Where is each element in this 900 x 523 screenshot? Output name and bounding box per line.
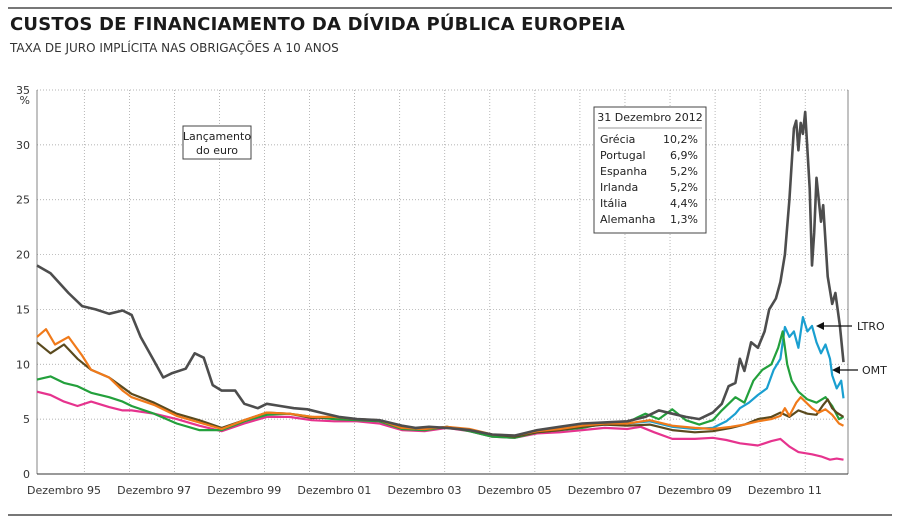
ltro-annotation: LTRO [816,320,885,333]
legend-value: 5,2% [670,165,698,178]
euro-launch-text-line1: Lançamento [183,130,251,143]
legend-title: 31 Dezembro 2012 [597,111,702,124]
chart-subtitle: TAXA DE JURO IMPLÍCITA NAS OBRIGAÇÕES A … [10,41,339,55]
y-tick-label: 30 [16,139,30,152]
legend-label: Alemanha [600,213,656,226]
x-tick-label: Dezembro 01 [297,484,371,497]
y-tick-label: 5 [23,413,30,426]
y-unit-label: % [20,94,30,107]
legend-value: 6,9% [670,149,698,162]
y-tick-label: 15 [16,303,30,316]
legend-value: 10,2% [663,133,698,146]
chart-title: CUSTOS DE FINANCIAMENTO DA DÍVIDA PÚBLIC… [10,14,625,35]
omt-annotation: OMT [832,364,887,377]
x-axis: Dezembro 95 Dezembro 97 Dezembro 99 Dezembr… [27,473,848,497]
series-line-grécia [36,110,845,437]
x-tick-label: Dezembro 03 [387,484,461,497]
x-tick-label: Dezembro 07 [568,484,642,497]
y-tick-label: 20 [16,249,30,262]
x-tick-label: Dezembro 97 [117,484,191,497]
y-tick-label: 10 [16,358,30,371]
legend-label: Irlanda [600,181,638,194]
x-tick-label: Dezembro 09 [658,484,732,497]
y-tick-label: 35 [16,84,30,97]
euro-launch-text-line2: do euro [196,144,238,157]
ltro-arrow-head [816,322,824,330]
plot-area [37,90,848,475]
legend-value: 5,2% [670,181,698,194]
euro-launch-annotation: Lançamento do euro [182,125,252,160]
bottom-rule [8,514,892,516]
x-tick-label: Dezembro 95 [27,484,101,497]
y-axis: 0 5 10 15 20 25 30 35% [16,84,849,481]
legend-label: Portugal [600,149,646,162]
y-tick-label: 25 [16,194,30,207]
euro-launch-box [182,125,252,160]
omt-label: OMT [862,364,887,377]
legend-rows: Grécia 10,2% Portugal 6,9% Espanha 5,2% Irland… [600,133,698,226]
x-tick-label: Dezembro 11 [748,484,822,497]
legend-label: Espanha [600,165,647,178]
series-lines [36,110,845,461]
legend-label: Grécia [600,133,635,146]
legend-value: 4,4% [670,197,698,210]
legend-value: 1,3% [670,213,698,226]
series-line-portugal [627,316,845,431]
ltro-label: LTRO [857,320,885,333]
top-rule [8,7,892,9]
legend-label: Itália [600,197,627,210]
legend: 31 Dezembro 2012 Grécia 10,2% Portugal 6,9%… [593,106,707,234]
x-tick-label: Dezembro 99 [207,484,281,497]
x-tick-label: Dezembro 05 [478,484,552,497]
omt-arrow-head [832,366,840,374]
y-tick-label: 0 [23,468,30,481]
